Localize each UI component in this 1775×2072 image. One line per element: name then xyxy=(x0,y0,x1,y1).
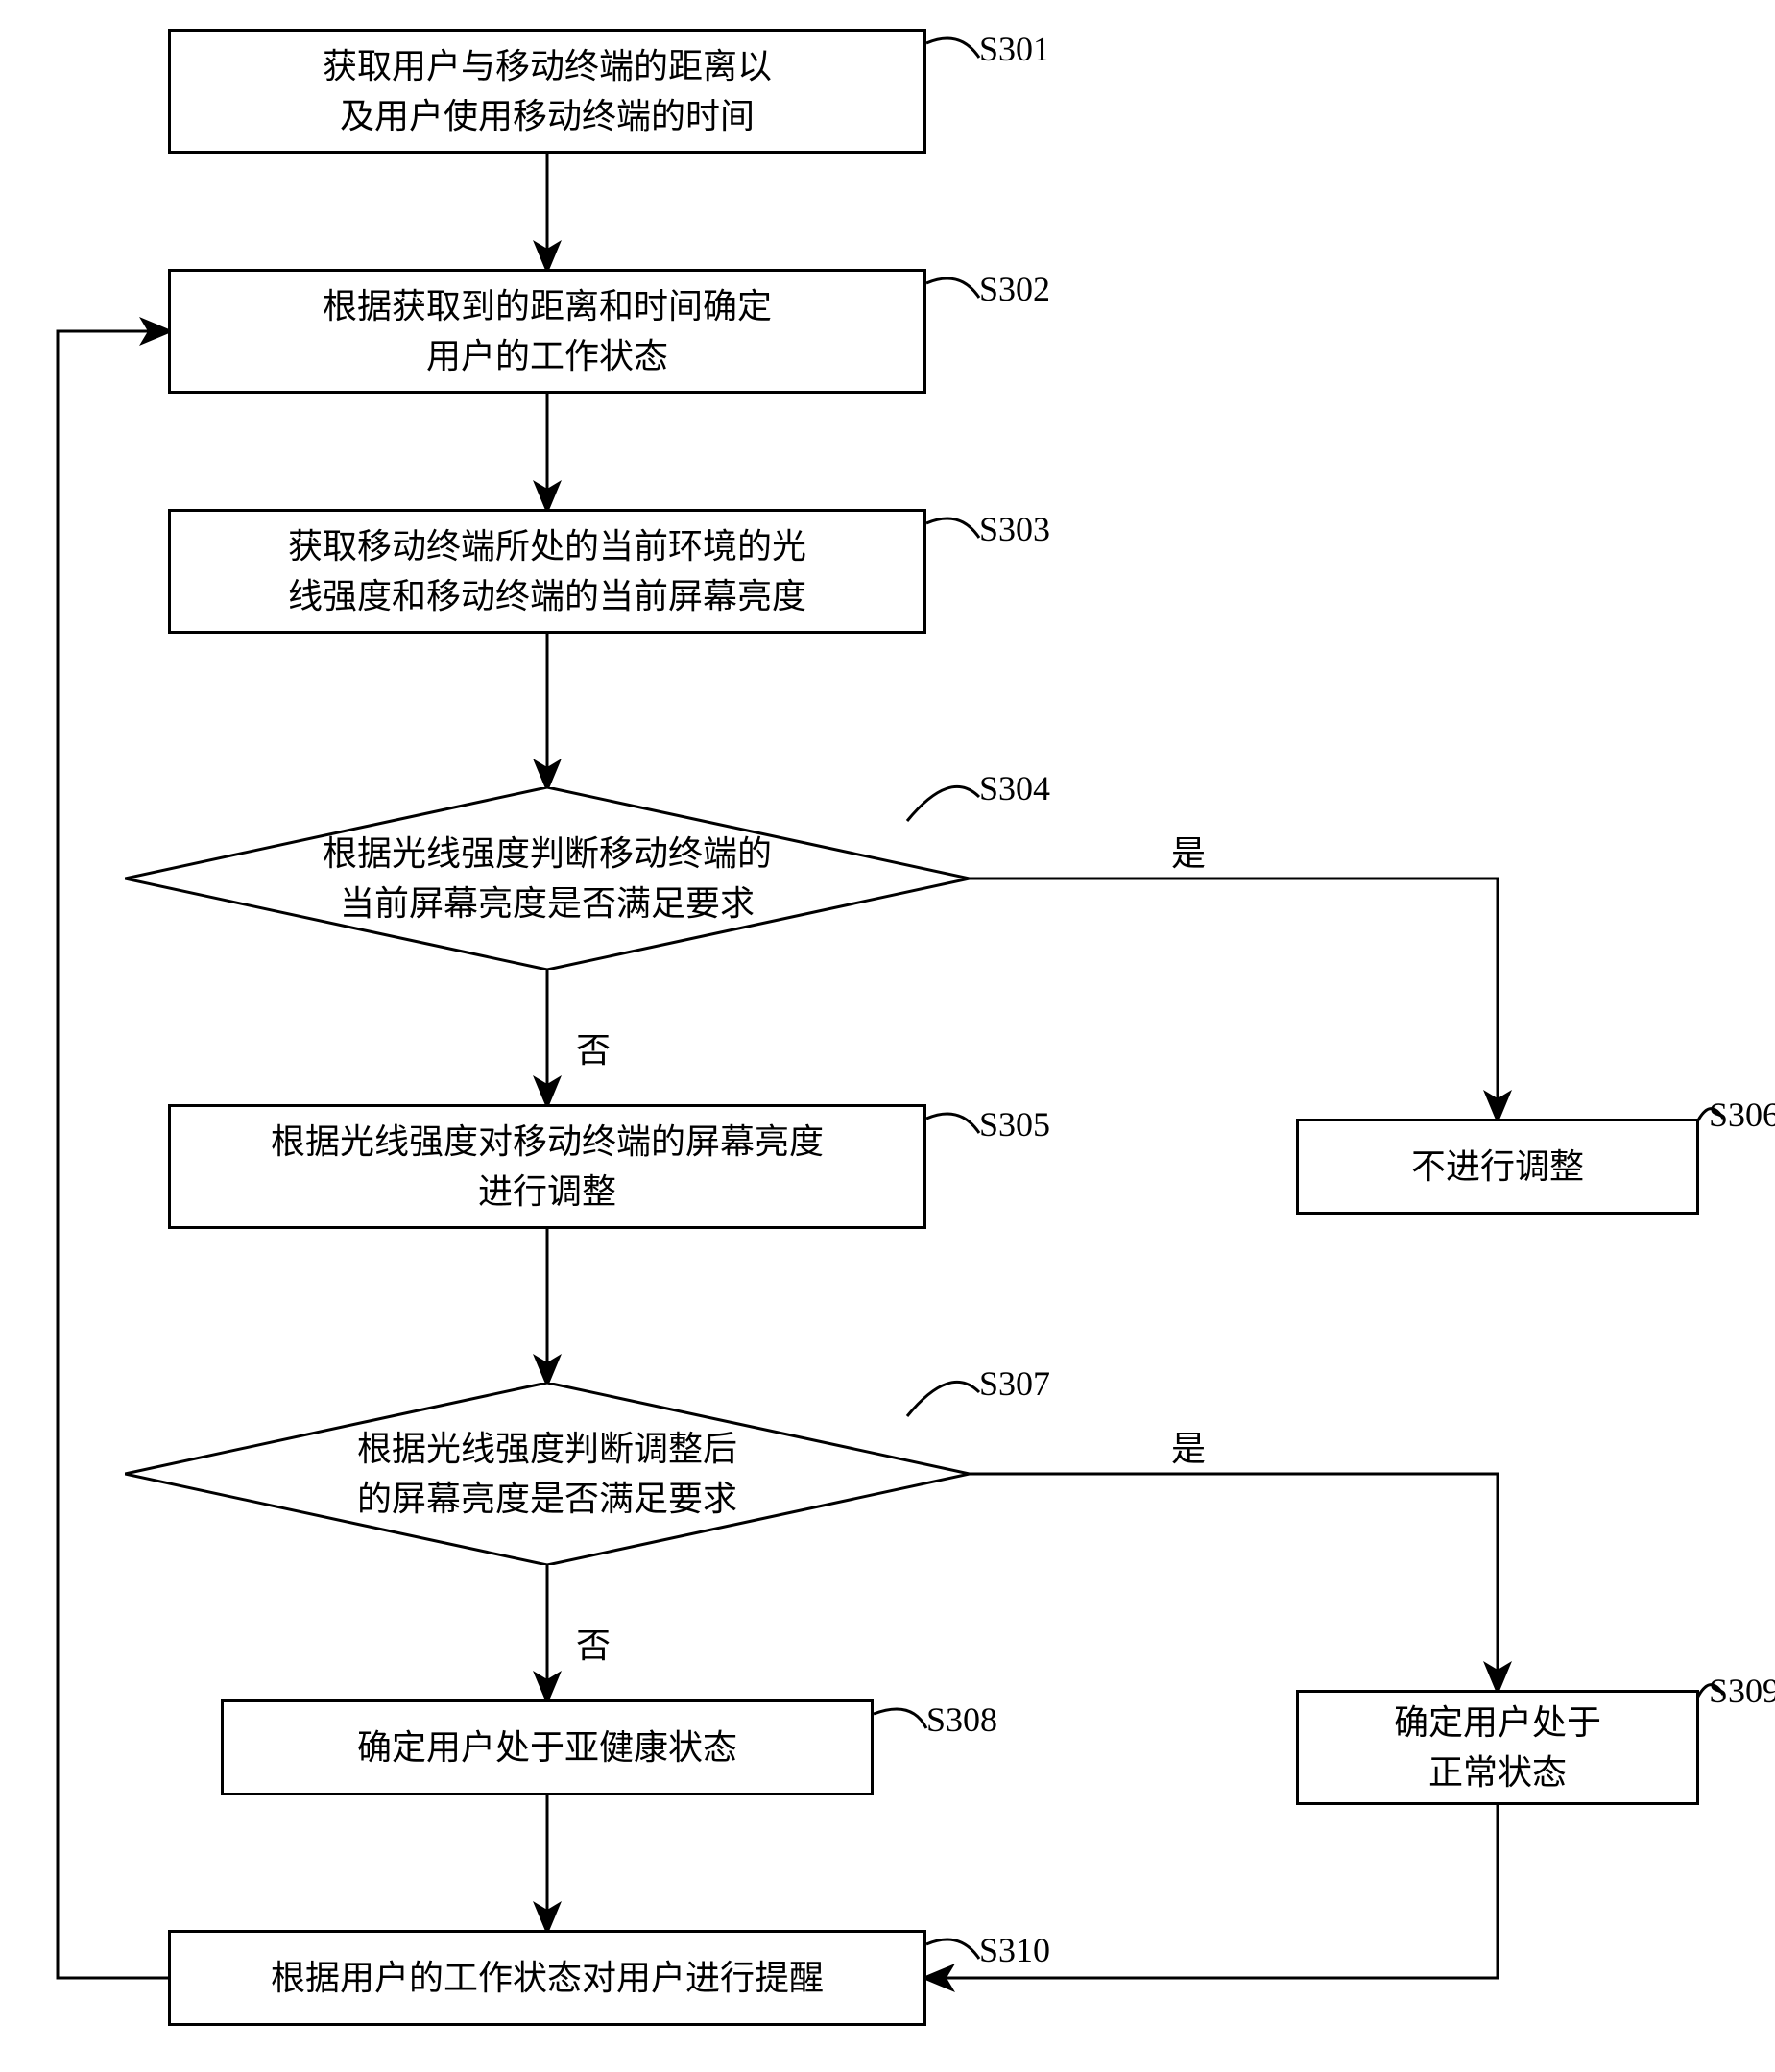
step-label-s304: S304 xyxy=(979,768,1050,808)
flow-decision-s307: 根据光线强度判断调整后的屏幕亮度是否满足要求 xyxy=(125,1383,970,1565)
step-label-s310: S310 xyxy=(979,1930,1050,1970)
flow-decision-text: 根据光线强度判断移动终端的当前屏幕亮度是否满足要求 xyxy=(323,829,772,928)
edge-label-s304-s305: 否 xyxy=(576,1023,611,1072)
flow-step-text: 不进行调整 xyxy=(1411,1142,1584,1192)
edge-label-s307-s309: 是 xyxy=(1171,1421,1206,1471)
flowchart-canvas: 获取用户与移动终端的距离以及用户使用移动终端的时间根据获取到的距离和时间确定用户… xyxy=(0,0,1775,2072)
flow-step-text: 确定用户处于正常状态 xyxy=(1394,1698,1601,1797)
edge-s304-s306 xyxy=(970,879,1498,1119)
step-label-s308: S308 xyxy=(926,1699,997,1740)
flow-step-text: 获取移动终端所处的当前环境的光线强度和移动终端的当前屏幕亮度 xyxy=(288,521,806,621)
flow-step-s310: 根据用户的工作状态对用户进行提醒 xyxy=(168,1930,926,2026)
flow-step-s308: 确定用户处于亚健康状态 xyxy=(221,1699,874,1795)
flow-step-s301: 获取用户与移动终端的距离以及用户使用移动终端的时间 xyxy=(168,29,926,154)
flow-step-text: 根据用户的工作状态对用户进行提醒 xyxy=(271,1953,824,2003)
flow-step-s305: 根据光线强度对移动终端的屏幕亮度进行调整 xyxy=(168,1104,926,1229)
flow-decision-s304: 根据光线强度判断移动终端的当前屏幕亮度是否满足要求 xyxy=(125,787,970,970)
flow-step-text: 获取用户与移动终端的距离以及用户使用移动终端的时间 xyxy=(323,41,772,141)
edge-s307-s309 xyxy=(970,1474,1498,1690)
flow-step-s306: 不进行调整 xyxy=(1296,1119,1699,1215)
flow-step-text: 根据获取到的距离和时间确定用户的工作状态 xyxy=(323,281,772,381)
step-label-s306: S306 xyxy=(1709,1095,1775,1135)
step-label-s302: S302 xyxy=(979,269,1050,309)
flow-step-s303: 获取移动终端所处的当前环境的光线强度和移动终端的当前屏幕亮度 xyxy=(168,509,926,634)
flow-step-text: 确定用户处于亚健康状态 xyxy=(357,1723,737,1772)
step-label-s305: S305 xyxy=(979,1104,1050,1144)
flow-step-text: 根据光线强度对移动终端的屏幕亮度进行调整 xyxy=(271,1117,824,1217)
flow-step-s309: 确定用户处于正常状态 xyxy=(1296,1690,1699,1805)
step-label-s309: S309 xyxy=(1709,1671,1775,1711)
step-label-s301: S301 xyxy=(979,29,1050,69)
edge-s310-s302 xyxy=(58,331,168,1978)
step-label-s303: S303 xyxy=(979,509,1050,549)
step-label-s307: S307 xyxy=(979,1363,1050,1404)
flow-step-s302: 根据获取到的距离和时间确定用户的工作状态 xyxy=(168,269,926,394)
edge-label-s307-s308: 否 xyxy=(576,1618,611,1668)
edge-label-s304-s306: 是 xyxy=(1171,826,1206,876)
flow-decision-text: 根据光线强度判断调整后的屏幕亮度是否满足要求 xyxy=(357,1424,737,1524)
